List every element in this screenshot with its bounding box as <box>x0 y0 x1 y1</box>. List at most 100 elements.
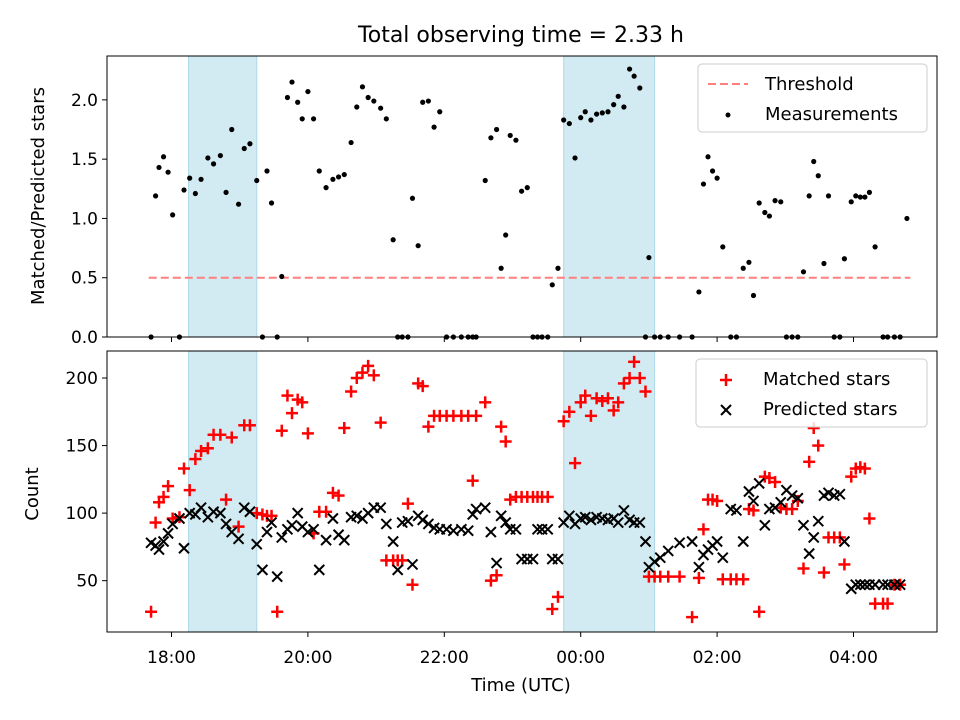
predicted-star-point <box>302 526 314 538</box>
predicted-star-point <box>327 512 339 525</box>
matched-star-point <box>145 605 158 618</box>
predicted-star-point <box>422 518 435 530</box>
predicted-star-point <box>162 527 174 540</box>
measurement-point <box>165 169 171 175</box>
matched-star-point <box>584 409 597 422</box>
matched-star-point <box>275 424 288 437</box>
measurement-point <box>588 117 594 123</box>
measurement-point <box>409 195 416 201</box>
matched-star-point <box>470 409 483 422</box>
legend-measurements-dot-icon <box>725 112 731 118</box>
measurement-point <box>498 265 504 271</box>
matched-star-point <box>490 569 503 582</box>
matched-star-point <box>326 486 339 499</box>
measurement-point <box>235 201 242 207</box>
bottom-panel-ylabel: Count <box>22 467 43 520</box>
predicted-star-point <box>775 496 787 509</box>
matched-star-point <box>195 444 208 457</box>
predicted-star-point <box>402 515 414 527</box>
matched-star-point <box>201 442 214 455</box>
predicted-star-point <box>792 492 804 504</box>
measurement-point <box>872 244 878 250</box>
predicted-star-point <box>307 523 320 536</box>
chart-title: Total observing time = 2.33 h <box>357 23 684 48</box>
predicted-star-point <box>251 538 263 550</box>
measurement-point <box>611 102 617 108</box>
matched-star-point <box>546 603 559 616</box>
measurement-point <box>299 116 305 122</box>
measurement-point <box>772 198 778 204</box>
predicted-star-point <box>244 506 256 518</box>
predicted-star-point <box>490 557 503 569</box>
measurement-point <box>152 193 159 199</box>
predicted-star-point <box>214 507 227 519</box>
matched-star-point <box>574 396 587 409</box>
matched-star-point <box>881 597 894 610</box>
measurement-point <box>621 104 627 110</box>
matched-star-point <box>332 489 345 502</box>
measurement-point <box>578 115 584 121</box>
measurement-point <box>561 117 567 123</box>
matched-star-point <box>797 562 810 575</box>
legend-matched-label: Matched stars <box>763 369 890 390</box>
x-axis-ticks: 18:00 20:00 22:00 00:00 02:00 04:00 <box>147 632 878 668</box>
measurement-point <box>709 168 716 174</box>
legend-predicted-label: Predicted stars <box>763 399 897 420</box>
matched-star-point <box>362 359 375 372</box>
predicted-star-point <box>479 502 491 514</box>
measurement-point <box>264 168 270 174</box>
predicted-star-point <box>338 534 350 546</box>
x-tick-label: 22:00 <box>420 648 469 668</box>
measurement-point <box>582 109 588 115</box>
matched-star-point <box>271 605 284 618</box>
predicted-star-point <box>850 579 862 591</box>
measurement-point <box>524 185 530 191</box>
matched-star-point <box>422 420 435 433</box>
x-tick-label: 18:00 <box>147 648 196 668</box>
predicted-star-point <box>711 535 723 548</box>
measurement-point <box>848 199 854 205</box>
matched-star-point <box>569 457 582 470</box>
measurement-point <box>857 194 863 200</box>
measurement-point <box>488 135 494 141</box>
shaded-interval <box>188 55 258 338</box>
matched-star-point <box>786 503 799 516</box>
matched-star-point <box>484 574 497 587</box>
top-panel: 0.00.51.01.52.0 Matched/Predicted stars … <box>28 55 938 348</box>
measurement-point <box>310 116 317 122</box>
measurement-point <box>241 145 247 152</box>
predicted-star-point <box>286 519 298 531</box>
predicted-star-point <box>320 534 332 546</box>
matched-star-point <box>301 427 314 440</box>
measurement-point <box>746 259 752 265</box>
predicted-star-point <box>485 526 497 538</box>
measurement-point <box>160 154 167 160</box>
predicted-star-point <box>877 579 889 591</box>
measurement-point <box>705 154 711 160</box>
predicted-star-point <box>822 487 835 499</box>
measurement-point <box>223 189 229 195</box>
y-tick-label: 2.0 <box>71 91 98 111</box>
x-tick-label: 00:00 <box>556 648 605 668</box>
measurement-point <box>348 139 354 146</box>
predicted-stars-points <box>145 477 906 595</box>
matched-star-point <box>401 497 414 510</box>
top-legend-box <box>697 63 928 133</box>
predicted-star-point <box>238 502 250 514</box>
measurement-point <box>714 175 720 181</box>
matched-star-point <box>817 566 830 579</box>
predicted-star-point <box>380 518 393 530</box>
matched-star-point <box>753 605 766 618</box>
y-tick-label: 1.5 <box>71 150 98 170</box>
predicted-star-point <box>737 535 749 548</box>
top-legend: Threshold Measurements <box>697 63 928 133</box>
top-panel-shading <box>188 55 656 338</box>
measurement-point <box>437 109 443 115</box>
predicted-star-point <box>173 512 186 525</box>
measurement-point <box>323 185 329 191</box>
matched-star-point <box>504 493 517 506</box>
matched-star-point <box>838 558 851 571</box>
legend-measurements-label: Measurements <box>765 104 898 125</box>
matched-star-point <box>563 405 576 418</box>
matched-star-point <box>495 420 508 433</box>
